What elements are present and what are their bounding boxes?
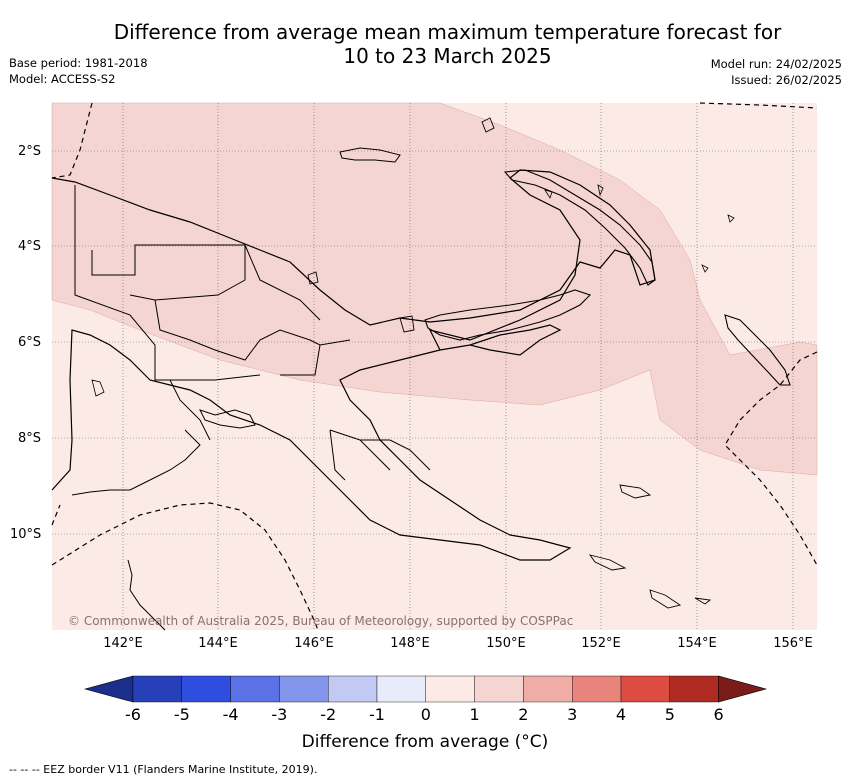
lat-label-2s: 2°S [18, 144, 42, 159]
model-run: Model run: 24/02/2025 [710, 57, 842, 71]
lon-label-154e: 154°E [677, 636, 717, 651]
colorbar-tick-label: 2 [518, 705, 529, 724]
title-line-1: Difference from average mean maximum tem… [113, 20, 782, 44]
new-guinea-coastline [51, 169, 656, 561]
colorbar-tick-label: -6 [125, 705, 141, 724]
colorbar-segment [132, 675, 182, 703]
title-line-2: 10 to 23 March 2025 [343, 44, 552, 68]
anomaly-region-1to2 [51, 102, 818, 476]
colorbar-tick-label: 3 [567, 705, 578, 724]
gridlines [52, 103, 817, 630]
colorbar-tick-label: -3 [271, 705, 288, 724]
colorbar-tick-label: 0 [420, 705, 431, 724]
colorbar-tick-label: 1 [469, 705, 480, 724]
issued-date: Issued: 26/02/2025 [731, 73, 842, 87]
colorbar-extend-low [83, 675, 134, 703]
base-period: Base period: 1981-2018 [9, 56, 148, 70]
meta-left: Base period: 1981-2018 Model: ACCESS-S2 [9, 55, 148, 87]
lon-label-150e: 150°E [486, 636, 526, 651]
lon-label-144e: 144°E [198, 636, 238, 651]
colorbar-tick-label: -2 [320, 705, 337, 724]
new-ireland [503, 169, 656, 286]
lake-murray [199, 409, 256, 429]
colorbar-segment [181, 675, 231, 703]
province-borders [74, 185, 431, 481]
eez-note: -- -- -- EEZ border V11 (Flanders Marine… [9, 763, 318, 776]
cape-york [127, 559, 166, 631]
lat-label-8s: 8°S [18, 431, 42, 446]
colorbar-segment [425, 675, 475, 703]
colorbar-segment [572, 675, 622, 703]
colorbar-segment [523, 675, 573, 703]
colorbar [83, 675, 768, 703]
bougainville [724, 314, 791, 386]
colorbar-segment [620, 675, 670, 703]
southern-coast [71, 429, 201, 496]
colorbar-segment [328, 675, 378, 703]
colorbar-extend-high [718, 675, 768, 703]
lat-label-6s: 6°S [18, 335, 42, 350]
colorbar-tick-label: 5 [664, 705, 675, 724]
colorbar-tick-label: -4 [222, 705, 239, 724]
lon-label-152e: 152°E [581, 636, 621, 651]
lat-label-4s: 4°S [18, 239, 42, 254]
meta-right: Model run: 24/02/2025 Issued: 26/02/2025 [711, 56, 842, 88]
eastern-islands [307, 117, 712, 609]
colorbar-tick-label: -5 [173, 705, 190, 724]
colorbar-segment [376, 675, 426, 703]
colorbar-segment [669, 675, 719, 703]
colorbar-label: Difference from average (°C) [301, 732, 549, 752]
colorbar-tick-label: -1 [369, 705, 385, 724]
lon-label-156e: 156°E [773, 636, 813, 651]
model-name: Model: ACCESS-S2 [9, 72, 116, 86]
lon-label-148e: 148°E [390, 636, 430, 651]
colorbar-tick-label: 4 [615, 705, 627, 724]
manus-island [339, 147, 401, 163]
colorbar-tick-label: 6 [713, 705, 724, 724]
colorbar-segment [230, 675, 280, 703]
eez-borders [51, 102, 818, 631]
minor-islands [91, 184, 735, 397]
colorbar-segment [279, 675, 329, 703]
lon-label-146e: 146°E [294, 636, 334, 651]
copyright-credit: © Commonwealth of Australia 2025, Bureau… [68, 614, 574, 628]
new-britain [424, 289, 592, 341]
colorbar-segment [474, 675, 524, 703]
lon-label-142e: 142°E [103, 636, 143, 651]
map-title: Difference from average mean maximum tem… [0, 20, 850, 68]
lat-label-10s: 10°S [10, 527, 42, 542]
